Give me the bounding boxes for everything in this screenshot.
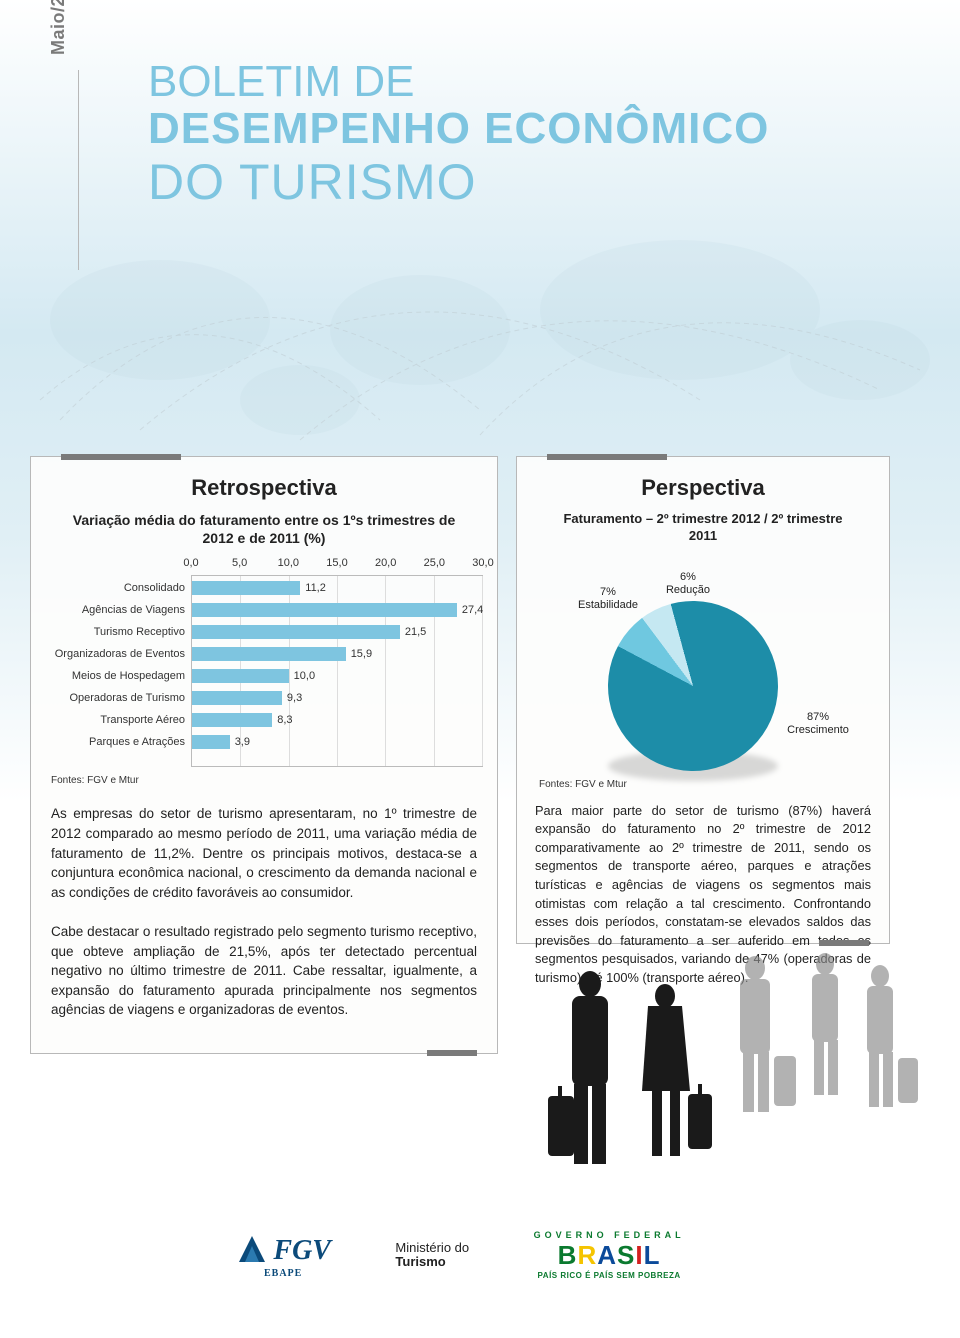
perspectiva-title: Perspectiva: [517, 457, 889, 511]
brasil-sub: PAÍS RICO É PAÍS SEM POBREZA: [534, 1271, 685, 1280]
bar-chart-tick: 10,0: [278, 557, 299, 569]
retrospectiva-paragraph-2: Cabe destacar o resultado registrado pel…: [31, 912, 497, 1030]
bar-chart-category-label: Meios de Hospedagem: [45, 665, 185, 687]
bar-chart-category-label: Transporte Aéreo: [45, 709, 185, 731]
bar-chart-value-label: 15,9: [351, 643, 372, 665]
issue-label: Maio/2012 • Ano IX • Nº 34: [48, 0, 69, 55]
bar-chart-value-label: 3,9: [235, 731, 250, 753]
bar-chart-bar: [192, 669, 289, 683]
bar-chart-category-label: Consolidado: [45, 577, 185, 599]
title-line-3: DO TURISMO: [148, 155, 769, 210]
pie-label-crescimento: 87% Crescimento: [778, 711, 858, 737]
panel-accent: [61, 454, 181, 460]
bar-chart-row: Turismo Receptivo 21,5: [45, 621, 483, 643]
bar-chart-category-label: Agências de Viagens: [45, 599, 185, 621]
bar-chart-value-label: 8,3: [277, 709, 292, 731]
pie-label-estabilidade: 7% Estabilidade: [573, 586, 643, 612]
bar-chart-tick: 0,0: [183, 557, 198, 569]
title-line-1: BOLETIM DE: [148, 60, 769, 104]
title-line-2: DESEMPENHO ECONÔMICO: [148, 104, 769, 155]
bar-chart-tick: 30,0: [472, 557, 493, 569]
pie-label-reducao: 6% Redução: [658, 571, 718, 597]
perspectiva-subtitle: Faturamento – 2º trimestre 2012 / 2º tri…: [517, 511, 889, 555]
world-map-background: [0, 220, 960, 460]
fgv-text: FGV: [273, 1235, 331, 1267]
bar-chart-bar: [192, 581, 300, 595]
retrospectiva-subtitle: Variação média do faturamento entre os 1…: [31, 511, 497, 557]
bar-chart-category-label: Parques e Atrações: [45, 731, 185, 753]
bar-chart-row: Meios de Hospedagem 10,0: [45, 665, 483, 687]
brasil-main: BRASIL: [558, 1240, 661, 1271]
bar-chart-tick: 5,0: [232, 557, 247, 569]
bar-chart-row: Agências de Viagens 27,4: [45, 599, 483, 621]
document-title: BOLETIM DE DESEMPENHO ECONÔMICO DO TURIS…: [148, 60, 769, 210]
header-divider: [78, 70, 79, 270]
panel-accent: [547, 454, 667, 460]
retrospectiva-panel: Retrospectiva Variação média do faturame…: [30, 456, 498, 1054]
ministerio-turismo-logo: Ministério do Turismo: [395, 1241, 469, 1270]
bar-chart-row: Consolidado 11,2: [45, 577, 483, 599]
pie-chart: 6% Redução 7% Estabilidade 87% Crescimen…: [538, 561, 868, 771]
bar-chart-category-label: Organizadoras de Eventos: [45, 643, 185, 665]
perspectiva-paragraph: Para maior parte do setor de turismo (87…: [517, 798, 889, 997]
bar-chart: 0,05,010,015,020,025,030,0 Consolidado11…: [45, 557, 483, 767]
panel-accent: [427, 1050, 477, 1056]
bar-chart-row: Operadoras de Turismo 9,3: [45, 687, 483, 709]
retrospectiva-fonte: Fontes: FGV e Mtur: [31, 767, 497, 794]
brasil-logo: GOVERNO FEDERAL BRASIL PAÍS RICO É PAÍS …: [534, 1230, 685, 1280]
bar-chart-bar: [192, 647, 346, 661]
perspectiva-panel: Perspectiva Faturamento – 2º trimestre 2…: [516, 456, 890, 944]
bar-chart-value-label: 27,4: [462, 599, 483, 621]
bar-chart-tick: 25,0: [424, 557, 445, 569]
retrospectiva-title: Retrospectiva: [31, 457, 497, 511]
fgv-logo: FGV EBAPE: [235, 1232, 331, 1279]
footer-logos: FGV EBAPE Ministério do Turismo GOVERNO …: [0, 1230, 920, 1300]
panel-accent: [819, 940, 869, 946]
retrospectiva-paragraph-1: As empresas do setor de turismo apresent…: [31, 794, 497, 912]
bar-chart-bar: [192, 735, 230, 749]
bar-chart-category-label: Turismo Receptivo: [45, 621, 185, 643]
brasil-top: GOVERNO FEDERAL: [534, 1230, 685, 1240]
bar-chart-bar: [192, 691, 282, 705]
pie-graphic: [595, 587, 792, 784]
bar-chart-bar: [192, 603, 457, 617]
bar-chart-bar: [192, 625, 400, 639]
bar-chart-value-label: 9,3: [287, 687, 302, 709]
bar-chart-row: Parques e Atrações 3,9: [45, 731, 483, 753]
bar-chart-value-label: 11,2: [305, 577, 326, 599]
bar-chart-value-label: 10,0: [294, 665, 315, 687]
bar-chart-value-label: 21,5: [405, 621, 426, 643]
ministerio-line-2: Turismo: [395, 1254, 445, 1269]
bar-chart-tick: 20,0: [375, 557, 396, 569]
bar-chart-bar: [192, 713, 272, 727]
bar-chart-row: Organizadoras de Eventos 15,9: [45, 643, 483, 665]
issue-text: Maio/2012 • Ano IX • Nº 34: [48, 0, 68, 55]
bar-chart-row: Transporte Aéreo 8,3: [45, 709, 483, 731]
bar-chart-tick: 15,0: [326, 557, 347, 569]
bar-chart-category-label: Operadoras de Turismo: [45, 687, 185, 709]
ministerio-line-1: Ministério do: [395, 1240, 469, 1255]
